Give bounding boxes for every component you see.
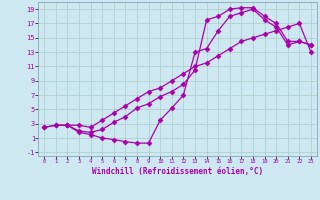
X-axis label: Windchill (Refroidissement éolien,°C): Windchill (Refroidissement éolien,°C) xyxy=(92,167,263,176)
